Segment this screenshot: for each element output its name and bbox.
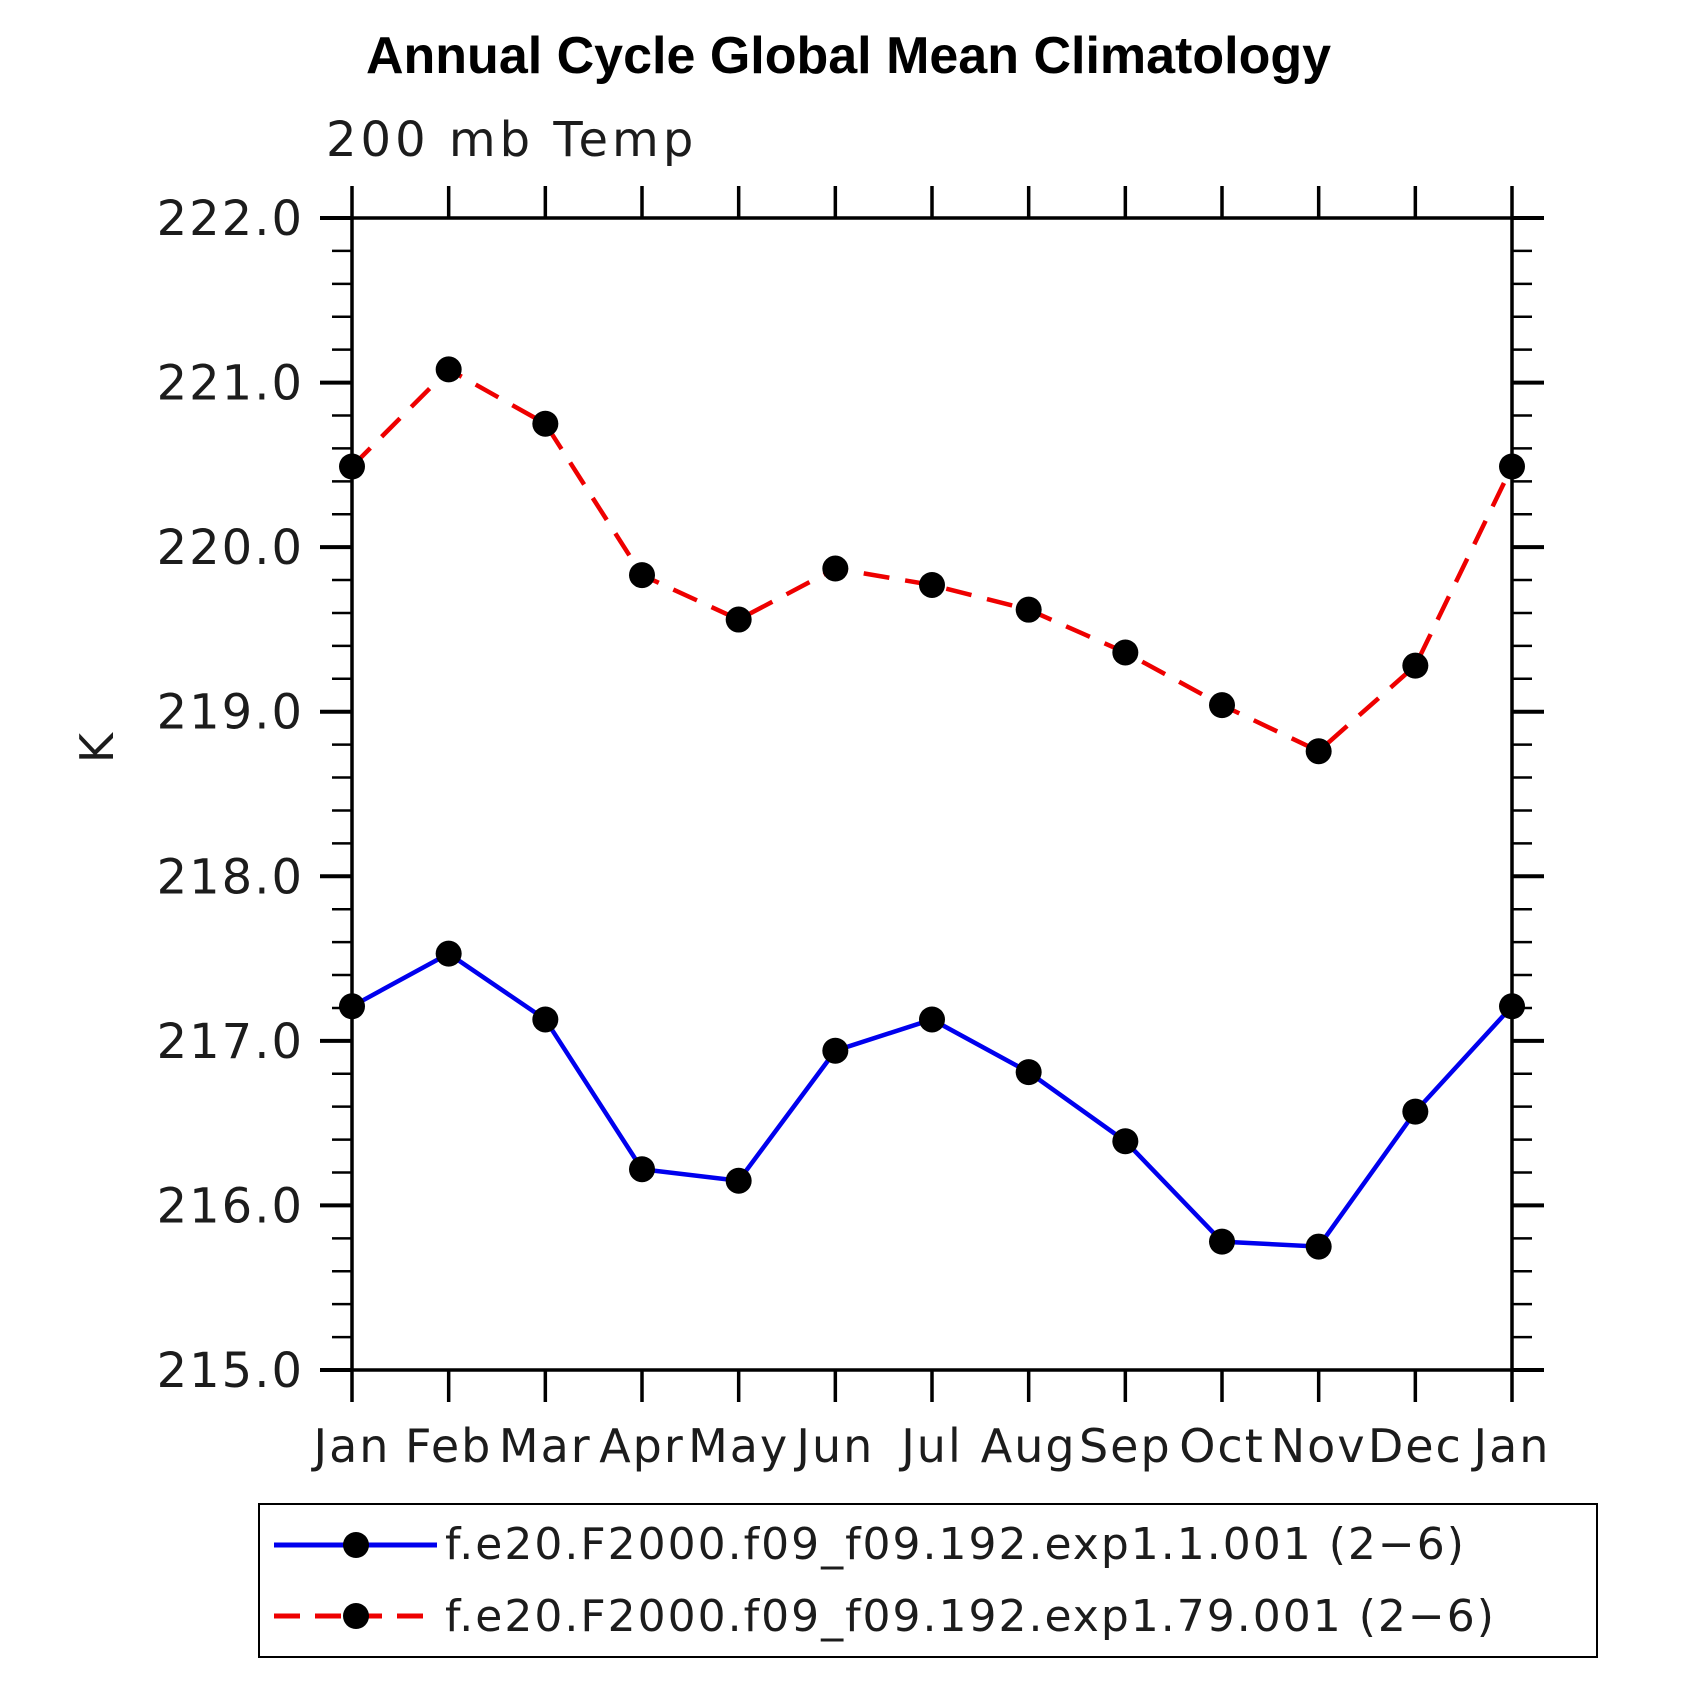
data-point-marker [1499,993,1525,1020]
data-point-marker [629,1156,655,1183]
data-point-marker [1209,692,1235,719]
data-point-marker [1015,596,1042,623]
x-axis-tick-label: Jan [1471,1419,1551,1473]
y-axis-ticks [320,216,1544,1372]
data-point-marker [532,1006,559,1033]
x-axis-tick-label: Dec [1368,1419,1463,1473]
y-axis-tick-label: 217.0 [157,1014,304,1070]
data-point-marker [339,453,365,480]
series-line-exp1.1.001 [350,951,1514,1249]
x-axis-tick-label: Aug [981,1419,1077,1473]
legend-label-series-1: f.e20.F2000.f09_f09.192.exp1.1.001 (2−6) [445,1519,1466,1571]
legend-row-series-1: f.e20.F2000.f09_f09.192.exp1.1.001 (2−6) [268,1513,1596,1577]
data-point-marker [1015,1059,1042,1086]
y-axis-tick-label: 216.0 [157,1178,304,1234]
legend-sample-solid-line-icon [274,1531,437,1558]
chart-title: Annual Cycle Global Mean Climatology [365,27,1332,85]
y-axis-tick-label: 215.0 [157,1343,304,1399]
data-point-marker [1112,1128,1139,1155]
data-point-marker [435,356,462,383]
legend-row-series-2: f.e20.F2000.f09_f09.192.exp1.79.001 (2−6… [268,1584,1596,1648]
y-axis-tick-label: 222.0 [157,191,304,247]
y-axis-tick-label: 220.0 [157,520,304,576]
plot-frame [350,216,1514,1372]
data-point-marker [532,410,559,437]
data-point-marker [822,1037,849,1064]
data-point-marker [1209,1228,1235,1255]
x-axis-tick-label: Feb [405,1419,492,1473]
x-axis-tick-label: Mar [499,1419,592,1473]
y-axis-tick-label: 221.0 [157,356,304,412]
y-axis-tick-label: 219.0 [157,685,304,741]
data-point-marker [1305,1233,1332,1260]
chart-subtitle: 200 mb Temp [326,112,698,168]
x-axis-tick-label: Jul [898,1419,963,1473]
x-axis-tick-label: Jan [311,1419,391,1473]
series-line-exp1.79.001 [350,366,1515,754]
data-point-marker [919,1006,945,1033]
x-axis-tick-label: Nov [1271,1419,1367,1473]
data-point-marker [919,571,945,598]
data-point-marker [435,940,462,967]
data-point-marker [1112,639,1139,666]
data-point-marker [725,606,752,633]
legend-label-series-2: f.e20.F2000.f09_f09.192.exp1.79.001 (2−6… [445,1590,1496,1642]
series-exp1.1.001 [339,940,1525,1260]
x-axis-tick-label: Apr [599,1419,685,1473]
x-axis-ticks [350,186,1514,1402]
data-point-marker [339,993,365,1020]
y-axis-tick-labels: 215.0 216.0 217.0 218.0 219.0 220.0 221.0 222.0 [157,191,304,1399]
y-axis-tick-label: 218.0 [157,849,304,905]
data-point-marker [629,562,655,589]
series-exp1.79.001 [339,356,1525,765]
legend: f.e20.F2000.f09_f09.192.exp1.1.001 (2−6)… [258,1503,1598,1658]
data-point-marker [725,1167,752,1194]
legend-sample-dashed-line-icon [274,1603,437,1630]
data-point-marker [1305,738,1332,765]
x-axis-tick-labels: Jan Feb Mar Apr May Jun Jul Aug Sep Oct Nov Dec Jan [311,1419,1551,1473]
data-point-marker [1402,652,1429,679]
data-point-marker [1402,1098,1429,1125]
data-point-marker [822,555,849,582]
x-axis-tick-label: Oct [1179,1419,1265,1473]
data-point-marker [1499,453,1525,480]
x-axis-tick-label: Jun [793,1419,874,1473]
x-axis-tick-label: Sep [1079,1419,1172,1473]
x-axis-tick-label: May [688,1419,789,1473]
